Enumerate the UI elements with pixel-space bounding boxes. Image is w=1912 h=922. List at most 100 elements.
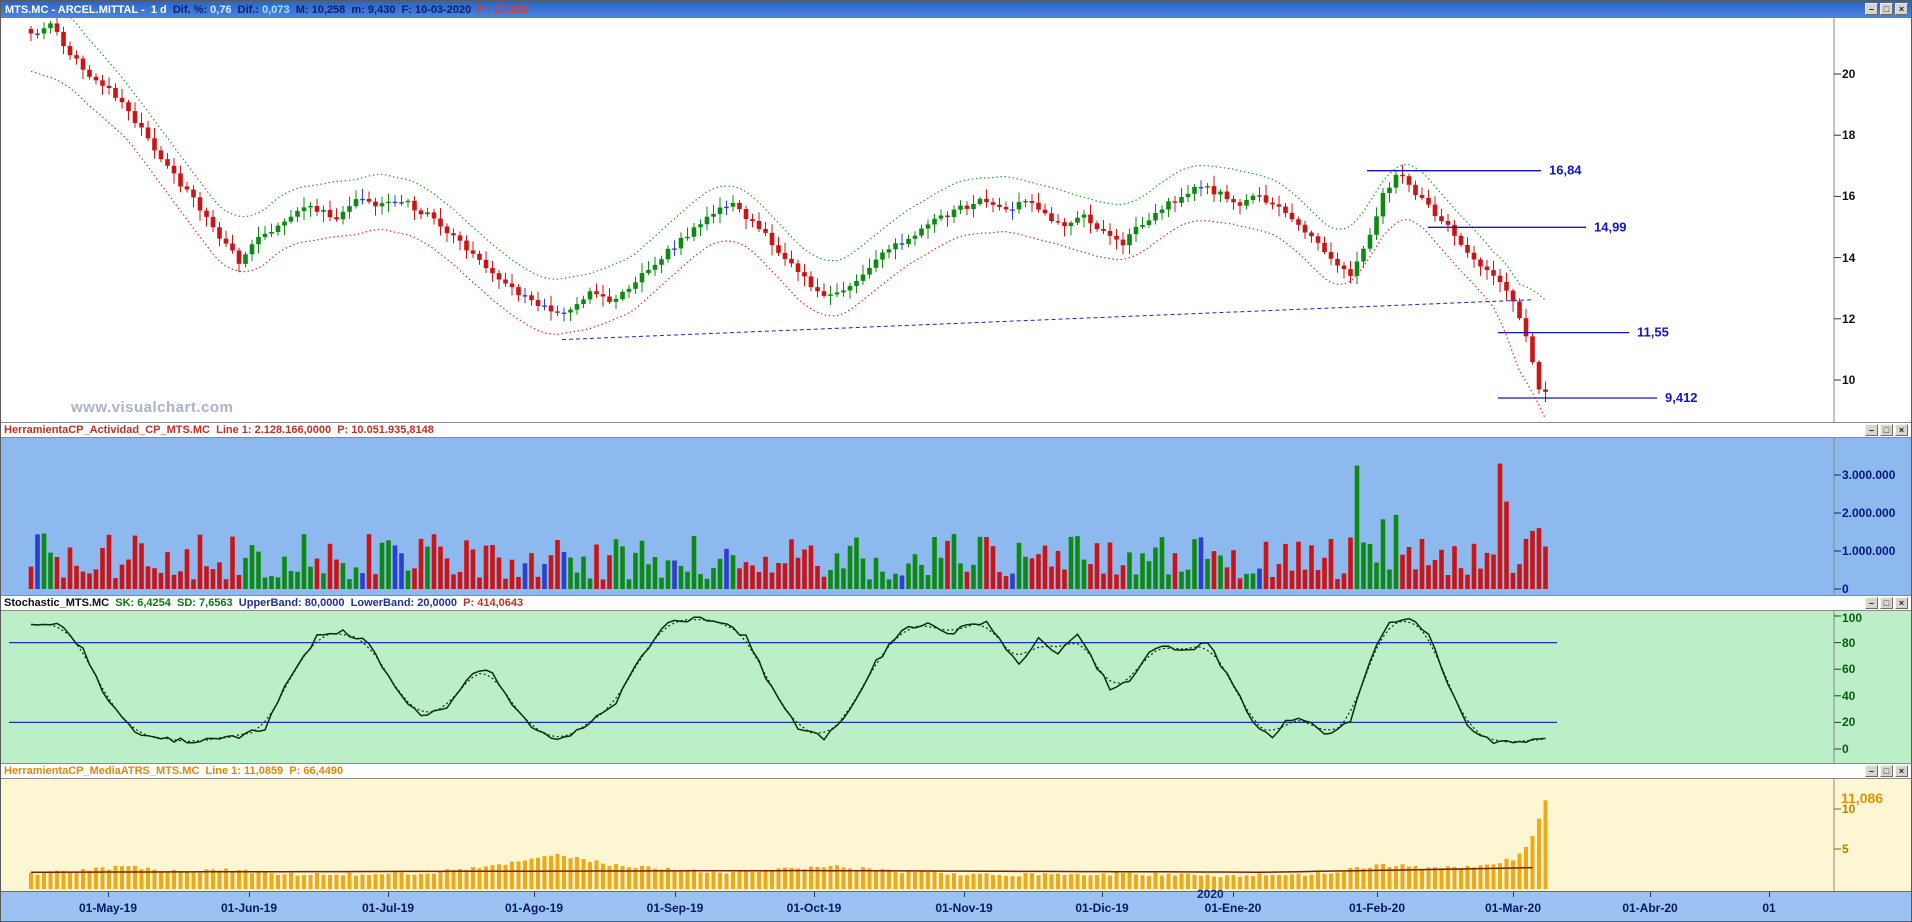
window-maximize-button[interactable]: □ — [1880, 3, 1893, 15]
atr-panel: 11,086 10 5 — [1, 779, 1911, 891]
axis-tick-label: 20 — [1842, 66, 1856, 81]
volume-bars — [28, 463, 1548, 589]
axis-tick-label: 14 — [1842, 250, 1856, 265]
candlestick-series — [28, 18, 1548, 402]
axis-tick-label: 5 — [1842, 842, 1849, 856]
header-text-segment: HerramientaCP_MediaATRS_MTS.MC — [4, 765, 206, 777]
envelope-bands — [30, 18, 1547, 420]
date-tick-label: 01-Jul-19 — [361, 901, 415, 915]
axis-tick-label: 40 — [1842, 688, 1856, 703]
price-level-label: 14,99 — [1594, 219, 1627, 234]
axis-tick-label: 60 — [1842, 662, 1856, 677]
date-tick — [388, 892, 389, 897]
axis-tick-label: 20 — [1842, 715, 1856, 730]
date-tick-label: 01-Ene-20 — [1204, 901, 1262, 915]
atr-chart[interactable] — [1, 779, 1911, 891]
stochastic-panel-maximize-button[interactable]: □ — [1880, 597, 1893, 609]
atr-panel-maximize-button[interactable]: □ — [1880, 765, 1893, 777]
titlebar-segment: m: 9,430 — [351, 3, 402, 16]
axis-tick-label: 22 — [1842, 18, 1855, 20]
volume-panel-minimize-button[interactable]: – — [1865, 424, 1878, 436]
atr-panel-close-button[interactable]: × — [1895, 765, 1908, 777]
volume-panel-maximize-button[interactable]: □ — [1880, 424, 1893, 436]
date-tick — [675, 892, 676, 897]
date-tick-label: 01 — [1762, 901, 1776, 915]
header-text-segment: SK: 6,4254 — [115, 597, 178, 609]
titlebar-segment: 1 d — [150, 3, 173, 16]
stochastic-chart[interactable] — [1, 611, 1911, 763]
axis-tick-label: 3.000.000 — [1842, 468, 1896, 482]
date-tick-label: 01-May-19 — [78, 901, 138, 915]
titlebar-segment: F: 10-03-2020 — [401, 3, 478, 16]
date-tick — [814, 892, 815, 897]
volume-chart[interactable] — [1, 438, 1911, 595]
date-tick — [1769, 892, 1770, 897]
atr-media-line — [31, 866, 1533, 873]
axis-tick-label: 0 — [1842, 582, 1849, 595]
date-axis: 01-May-19 01-Jun-19 01-Jul-19 01-Ago-19 01-S… — [1, 891, 1911, 921]
price-level-lines: 16,84 14,99 11,55 9,412 — [1367, 163, 1698, 405]
date-tick-label: 01-Sep-19 — [646, 901, 704, 915]
header-text-segment: P: 66,4490 — [289, 765, 344, 777]
header-text-segment: Line 1: 11,0859 — [205, 765, 290, 777]
header-text-segment: UpperBand: 80,0000 — [238, 597, 351, 609]
volume-header-text: HerramientaCP_Actividad_CP_MTS.MC Line 1… — [4, 424, 434, 436]
stochastic-panel: 100 80 60 40 20 0 — [1, 611, 1911, 763]
date-tick-label: 01-Nov-19 — [935, 901, 993, 915]
header-text-segment: P: 414,0643 — [463, 597, 524, 609]
header-text-segment: Line 1: 2.128.166,0000 — [216, 424, 338, 436]
stochastic-sd-line — [31, 618, 1546, 743]
titlebar-segment: Dif. %: — [172, 3, 211, 16]
date-tick — [1513, 892, 1514, 897]
date-tick — [534, 892, 535, 897]
stochastic-header-text: Stochastic_MTS.MC SK: 6,4254 SD: 7,6563 … — [4, 597, 523, 609]
date-tick — [1650, 892, 1651, 897]
axis-tick-label: 1.000.000 — [1842, 544, 1896, 558]
atr-panel-minimize-button[interactable]: – — [1865, 765, 1878, 777]
titlebar-segment: M: 10,258 — [295, 3, 352, 16]
axis-tick-label: 80 — [1842, 635, 1856, 650]
trendline[interactable] — [561, 299, 1532, 341]
axis-tick-label: 0 — [1842, 742, 1849, 756]
date-tick-label: 01-Jun-19 — [220, 901, 278, 915]
year-label: 2020 — [1197, 887, 1224, 901]
titlebar-segment: Dif.: — [237, 3, 263, 16]
atr-header-text: HerramientaCP_MediaATRS_MTS.MC Line 1: 1… — [4, 765, 343, 777]
date-tick — [1102, 892, 1103, 897]
price-level-label: 11,55 — [1637, 325, 1669, 340]
stochastic-panel-minimize-button[interactable]: – — [1865, 597, 1878, 609]
date-tick — [249, 892, 250, 897]
atr-last-value-callout: 11,086 — [1841, 790, 1884, 806]
atr-bars — [29, 800, 1548, 889]
titlebar-segment: 0,76 — [210, 3, 238, 16]
titlebar-segment: 0,073 — [262, 3, 296, 16]
axis-tick-label: 12 — [1842, 311, 1856, 326]
header-text-segment: SD: 7,6563 — [177, 597, 239, 609]
window-titlebar[interactable]: MTS.MC - ARCEL.MITTAL - 1 d Dif. %: 0,76… — [1, 1, 1911, 18]
date-tick-label: 01-Oct-19 — [786, 901, 842, 915]
date-tick-label: 01-Ago-19 — [504, 901, 564, 915]
titlebar-segment: P : 17,292 — [477, 3, 528, 16]
axis-tick-label: 16 — [1842, 189, 1856, 204]
titlebar-text: MTS.MC - ARCEL.MITTAL - 1 d Dif. %: 0,76… — [5, 4, 528, 16]
date-tick-label: 01-Dic-19 — [1075, 901, 1129, 915]
axis-tick-label: 10 — [1842, 802, 1856, 816]
price-level-label: 16,84 — [1549, 163, 1582, 178]
volume-header: HerramientaCP_Actividad_CP_MTS.MC Line 1… — [1, 422, 1911, 438]
header-text-segment: P: 10.051.935,8148 — [337, 424, 434, 436]
volume-panel: 3.000.000 2.000.000 1.000.000 0 — [1, 438, 1911, 595]
date-tick-label: 01-Mar-20 — [1484, 901, 1542, 915]
date-tick — [1377, 892, 1378, 897]
titlebar-segment: MTS.MC - ARCEL.MITTAL - — [5, 3, 151, 16]
stochastic-panel-close-button[interactable]: × — [1895, 597, 1908, 609]
atr-header: HerramientaCP_MediaATRS_MTS.MC Line 1: 1… — [1, 763, 1911, 779]
date-tick — [108, 892, 109, 897]
window-minimize-button[interactable]: – — [1865, 3, 1878, 15]
window-close-button[interactable]: × — [1895, 3, 1908, 15]
price-chart[interactable]: 16,84 14,99 11,55 9,412 — [1, 18, 1911, 422]
watermark: www.visualchart.com — [71, 399, 234, 416]
volume-panel-close-button[interactable]: × — [1895, 424, 1908, 436]
axis-tick-label: 2.000.000 — [1842, 506, 1896, 520]
price-level-label: 9,412 — [1665, 390, 1698, 405]
